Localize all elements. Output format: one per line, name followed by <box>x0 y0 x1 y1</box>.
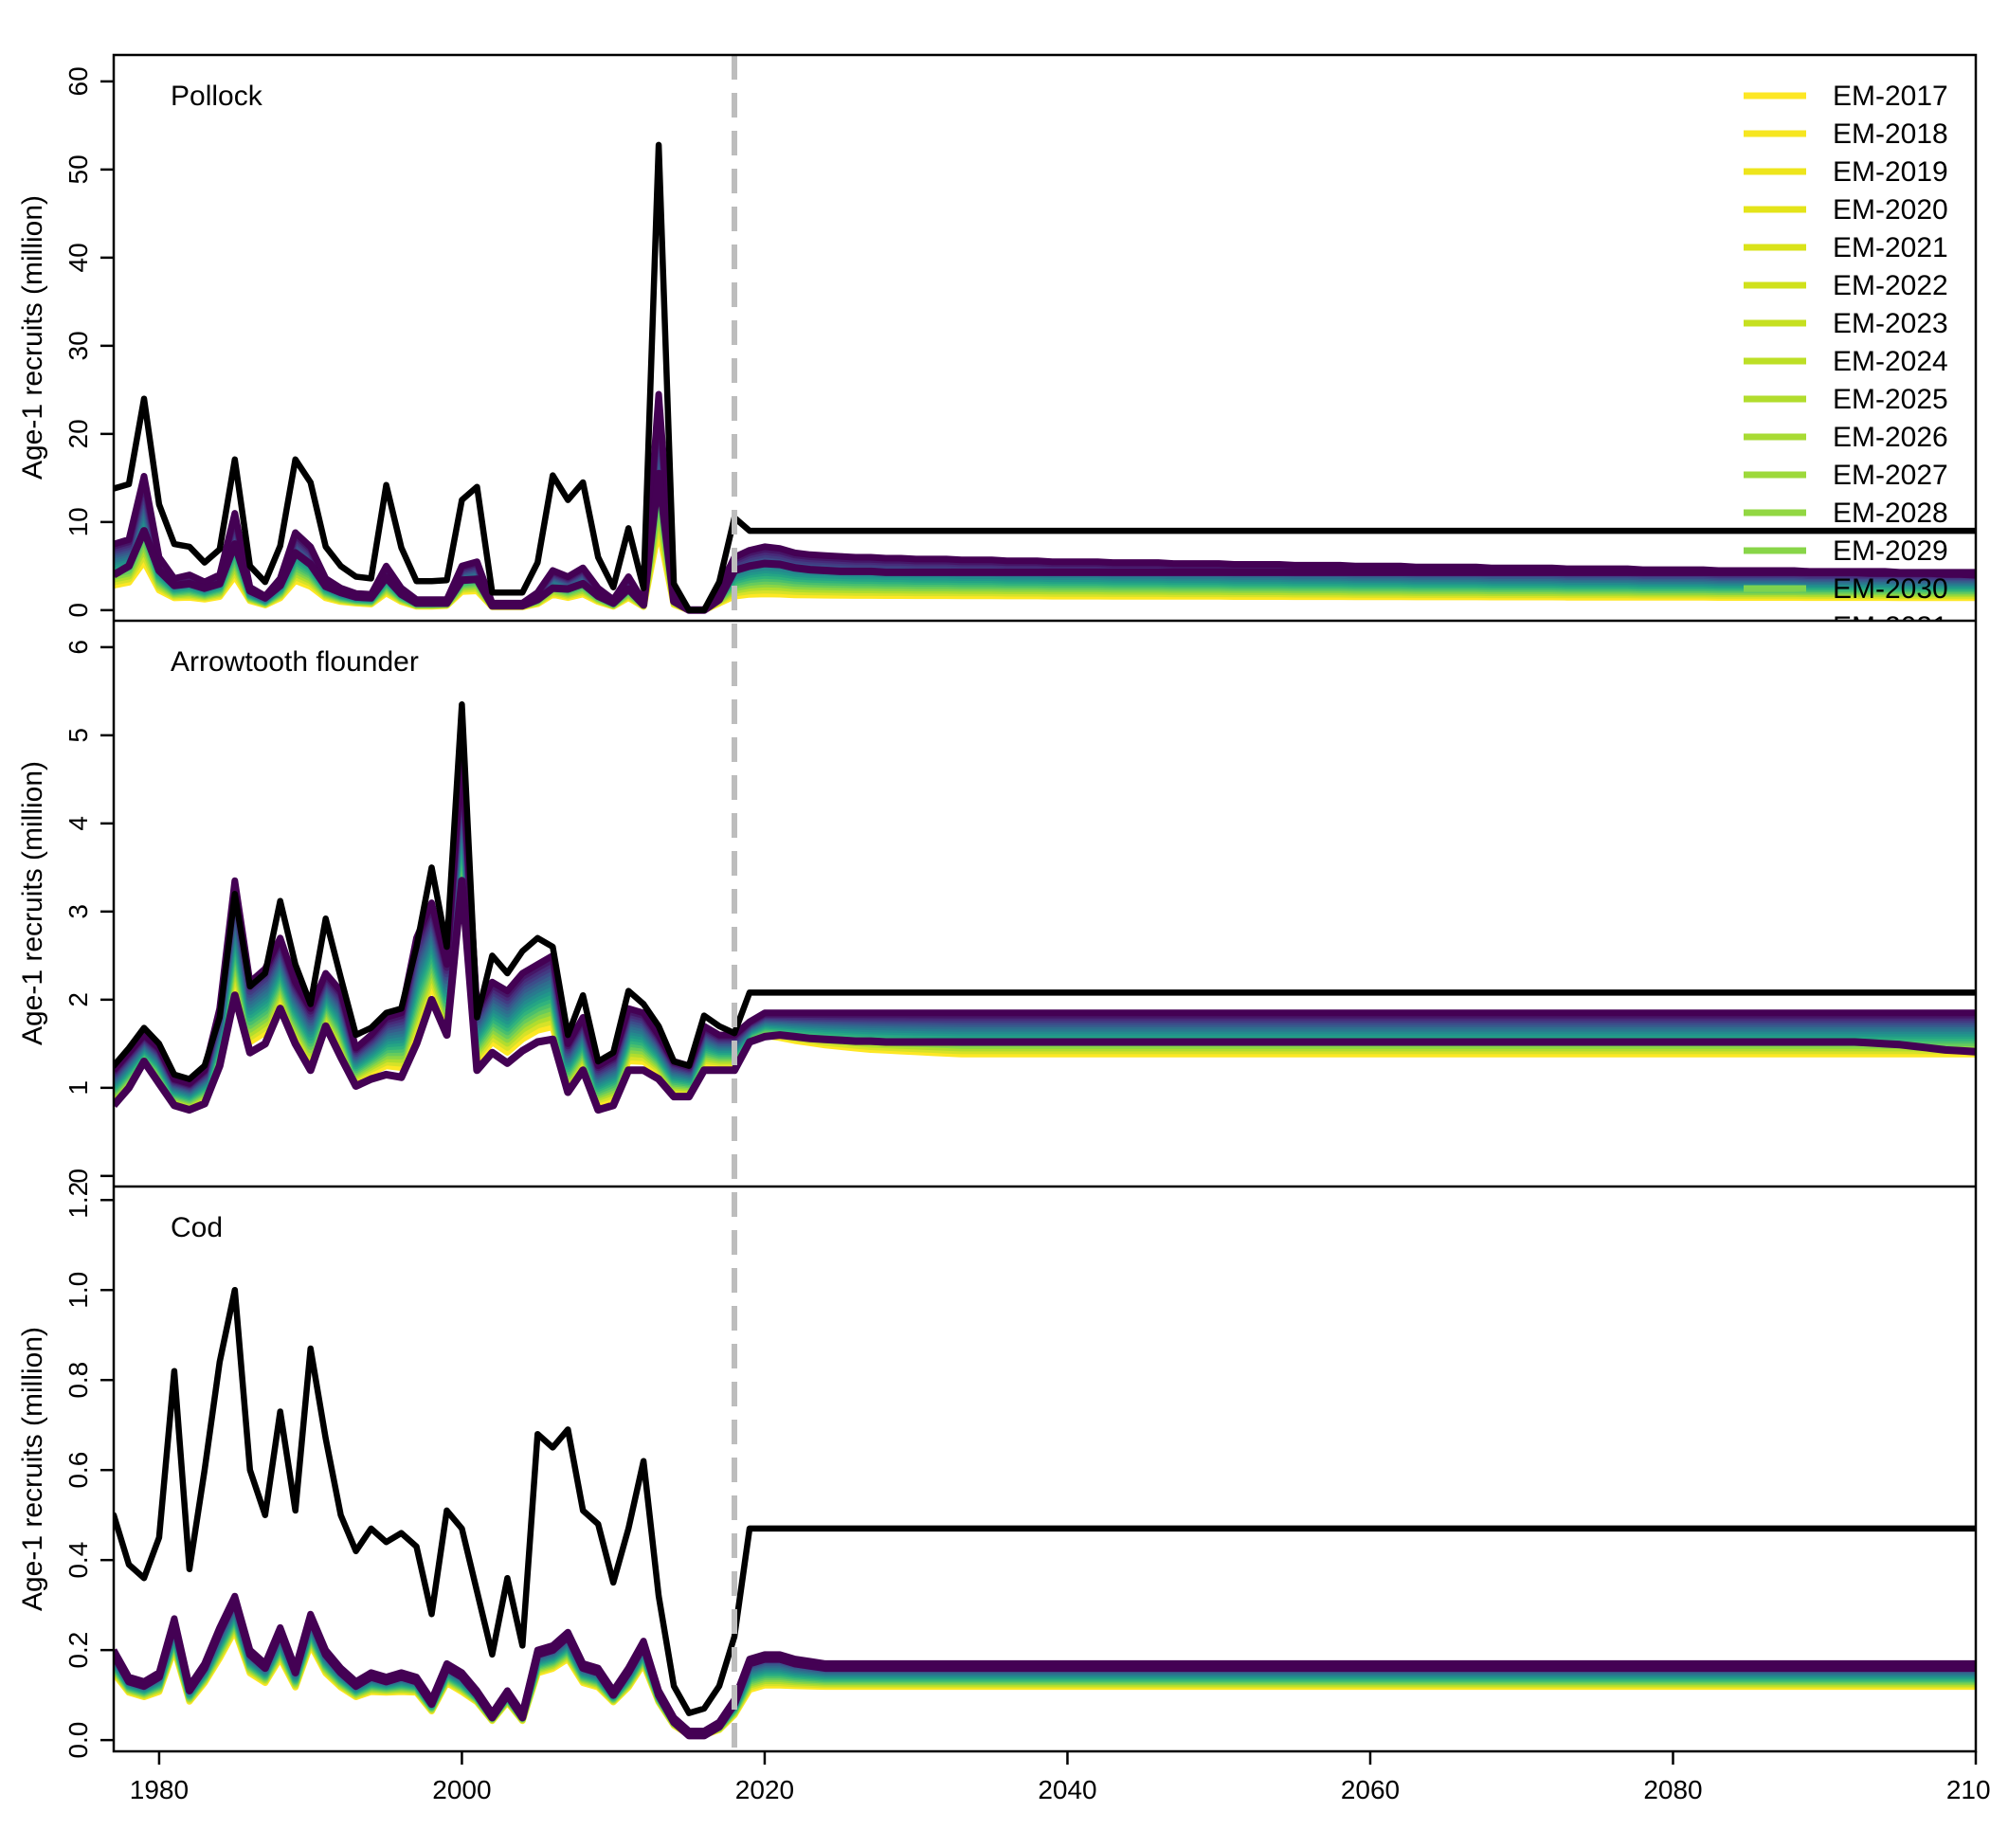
legend-item: EM-2019 <box>1744 156 1948 188</box>
legend-item: EM-2030 <box>1744 573 1948 605</box>
y-tick-label: 0 <box>63 1169 93 1184</box>
legend-item: EM-2024 <box>1744 346 1948 377</box>
legend-item: EM-2023 <box>1744 308 1948 339</box>
legend-label: EM-2024 <box>1833 346 1948 377</box>
em-last-series-line <box>114 1596 1976 1740</box>
legend: EM-2017 EM-2018 EM-2019 EM-2020 EM-2021 EM-20… <box>1744 81 1948 643</box>
legend-label: EM-2026 <box>1833 422 1948 453</box>
y-axis-label-arrowtooth-flounder: Age-1 recruits (million) <box>17 761 48 1045</box>
reference-series-line <box>114 1286 1976 1716</box>
legend-label: EM-2021 <box>1833 232 1948 263</box>
y-axis-label-pollock: Age-1 recruits (million) <box>17 195 48 480</box>
y-tick-label: 6 <box>63 640 93 655</box>
legend-label: EM-2030 <box>1833 573 1948 605</box>
panel-title-arrowtooth-flounder: Arrowtooth flounder <box>171 646 419 678</box>
reference-series-line <box>114 701 1976 1082</box>
legend-item: EM-2031 <box>1833 611 1948 643</box>
y-tick-label: 0.2 <box>63 1632 93 1669</box>
legend-label: EM-2029 <box>1833 535 1948 567</box>
legend-label: EM-2022 <box>1833 270 1948 301</box>
y-tick-label: 10 <box>63 507 93 536</box>
legend-label: EM-2031 <box>1833 611 1948 643</box>
y-tick-label: 0.8 <box>63 1362 93 1399</box>
panel-pollock: 0 10 20 30 40 50 60 <box>63 66 1976 618</box>
legend-label: EM-2027 <box>1833 460 1948 491</box>
y-tick-label: 2 <box>63 992 93 1007</box>
legend-item: EM-2017 <box>1744 81 1948 112</box>
legend-label: EM-2019 <box>1833 156 1948 188</box>
y-tick-label: 0 <box>63 603 93 618</box>
y-tick-label: 40 <box>63 243 93 272</box>
legend-item: EM-2029 <box>1744 535 1948 567</box>
series-area <box>114 141 1976 614</box>
panel-cod: 0.0 0.2 0.4 0.6 0.8 1.0 1.2 1980 2000 2020 2040 206… <box>63 1182 1990 1804</box>
legend-label: EM-2020 <box>1833 194 1948 226</box>
legend-item: EM-2026 <box>1744 422 1948 453</box>
x-tick-label: 2080 <box>1643 1775 1702 1804</box>
y-tick-label: 1 <box>63 1080 93 1096</box>
y-tick-label: 0.0 <box>63 1722 93 1759</box>
x-tick-label: 2020 <box>735 1775 794 1804</box>
y-tick-label: 60 <box>63 66 93 96</box>
legend-item: EM-2020 <box>1744 194 1948 226</box>
y-tick-label: 3 <box>63 904 93 919</box>
y-axis-label-cod: Age-1 recruits (million) <box>17 1327 48 1611</box>
reference-series-line <box>114 141 1976 614</box>
legend-item: EM-2028 <box>1744 498 1948 529</box>
x-tick-label: 2100 <box>1946 1775 1990 1804</box>
y-tick-label: 30 <box>63 331 93 360</box>
legend-item: EM-2025 <box>1744 384 1948 415</box>
y-tick-label: 50 <box>63 154 93 184</box>
y-tick-label: 1.0 <box>63 1272 93 1309</box>
y-tick-label: 0.4 <box>63 1542 93 1579</box>
y-tick-label: 5 <box>63 728 93 743</box>
x-tick-label: 1980 <box>130 1775 189 1804</box>
panel-arrowtooth-flounder: 0 1 2 3 4 5 6 <box>63 640 1976 1184</box>
em-last-series-line <box>114 877 1976 1114</box>
y-tick-label: 4 <box>63 816 93 831</box>
series-area <box>114 1286 1976 1740</box>
em-series-line <box>114 1592 1976 1735</box>
legend-label: EM-2018 <box>1833 118 1948 150</box>
legend-item: EM-2021 <box>1744 232 1948 263</box>
legend-label: EM-2023 <box>1833 308 1948 339</box>
series-area <box>114 701 1976 1114</box>
legend-label: EM-2028 <box>1833 498 1948 529</box>
panel-title-cod: Cod <box>171 1212 223 1243</box>
legend-label: EM-2025 <box>1833 384 1948 415</box>
em-last-series-line <box>114 469 1976 614</box>
em-series-line <box>114 861 1976 1110</box>
legend-item: EM-2027 <box>1744 460 1948 491</box>
y-tick-label: 0.6 <box>63 1452 93 1489</box>
legend-label: EM-2017 <box>1833 81 1948 112</box>
panel-title-pollock: Pollock <box>171 81 263 112</box>
plot-frame <box>112 53 1978 1753</box>
y-tick-label: 20 <box>63 419 93 448</box>
y-tick-label: 1.2 <box>63 1182 93 1219</box>
legend-entries: EM-2017 EM-2018 EM-2019 EM-2020 EM-2021 EM-20… <box>1744 81 1948 643</box>
x-tick-label: 2040 <box>1038 1775 1096 1804</box>
x-tick-label: 2000 <box>432 1775 491 1804</box>
legend-item: EM-2018 <box>1744 118 1948 150</box>
legend-item: EM-2022 <box>1744 270 1948 301</box>
x-tick-label: 2060 <box>1341 1775 1400 1804</box>
